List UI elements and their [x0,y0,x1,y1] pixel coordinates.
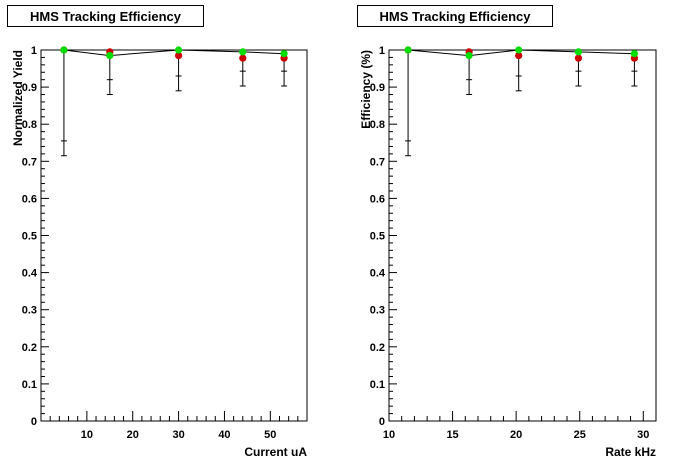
left-series-line [63,49,285,57]
right-y-tick-label: 0.7 [370,156,385,168]
right-y-tick-label: 0.2 [370,342,385,354]
left-red-point [239,54,247,62]
left-y-tick-label: 0.4 [22,268,38,280]
right-y-tick-label: 0.9 [370,82,385,94]
right-y-tick-label: 0.6 [370,193,385,205]
right-x-tick-label: 30 [637,429,649,441]
right-y-tick-label: 0.4 [370,268,386,280]
right-x-tick-label: 20 [510,429,522,441]
left-green-point [174,46,183,54]
right-red-point [515,51,523,60]
right-green-point [630,50,638,58]
left-y-tick-label: 0.8 [22,119,37,131]
left-green-point [280,50,288,58]
right-y-tick-label: 0.3 [370,305,385,317]
right-x-tick-label: 15 [446,429,458,441]
left-x-tick-label: 20 [127,429,139,441]
left-y-tick-label: 1 [31,45,37,57]
left-green-point [239,48,247,56]
left-x-tick-label: 50 [264,429,276,441]
left-x-axis-label: Current uA [244,445,307,459]
right-plot: 0 0.1 0.2 0.3 0.4 0.5 0.6 0.7 0.8 0.9 1 10 15 20 25 30 R… [359,45,657,459]
left-red-point [174,51,183,60]
left-green-point [106,51,114,60]
right-y-tick-label: 0.1 [370,379,385,391]
right-x-tick-label: 10 [383,429,395,441]
right-green-point [404,46,412,54]
right-plot-frame [388,49,657,422]
left-x-tick-label: 40 [218,429,230,441]
right-y-axis-label: Efficiency (%) [359,50,373,129]
right-green-point [574,48,583,56]
left-x-tick-label: 10 [81,429,93,441]
left-chart-title: HMS Tracking Efficiency [7,5,204,27]
right-y-tick-label: 1 [379,45,385,57]
right-x-axis-label: Rate kHz [605,445,656,459]
right-chart-title: HMS Tracking Efficiency [357,5,553,27]
right-red-point [574,54,583,62]
left-y-tick-label: 0.7 [22,156,37,168]
left-green-point [60,46,68,54]
left-plot-frame [40,49,308,422]
left-y-tick-label: 0.6 [22,193,37,205]
left-y-tick-label: 0.3 [22,305,37,317]
right-y-tick-label: 0.8 [370,119,385,131]
left-plot: 0 0.1 0.2 0.3 0.4 0.5 0.6 0.7 0.8 0.9 1 10 20 30 40 50 C… [11,45,308,459]
left-y-axis-label: Normalized Yield [11,50,25,146]
left-x-tick-label: 30 [172,429,184,441]
right-y-tick-label: 0 [379,416,385,428]
left-y-tick-label: 0.5 [22,231,37,243]
left-y-tick-label: 0.2 [22,342,37,354]
left-y-tick-label: 0 [31,416,37,428]
right-y-tick-label: 0.5 [370,231,385,243]
right-x-tick-label: 25 [574,429,586,441]
right-green-point [515,46,523,54]
left-y-tick-label: 0.1 [22,379,37,391]
left-y-tick-label: 0.9 [22,82,37,94]
right-green-point [465,51,473,60]
